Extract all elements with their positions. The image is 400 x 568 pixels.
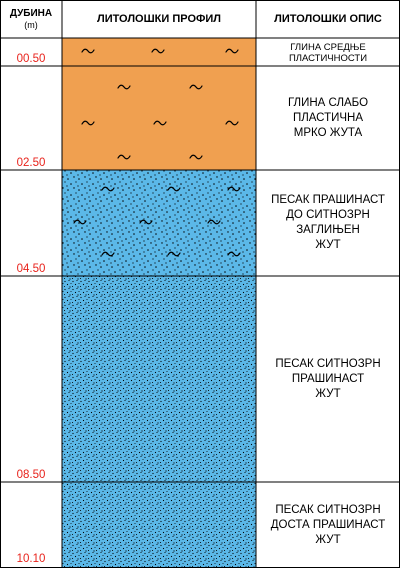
layer-description: ПЕСАК ПРАШИНАСТ ДО СИТНОЗРН ЗАГЛИЊЕН ЖУТ <box>258 170 398 276</box>
layer-2-fill <box>62 66 256 170</box>
description-line: ЖУТ <box>315 387 341 400</box>
depth-label: 00.50 <box>16 53 46 65</box>
tilde-symbol <box>81 120 95 126</box>
tilde-symbol <box>189 154 203 160</box>
layer-description: ПЕСАК СИТНОЗРН ДОСТА ПРАШИНАСТ ЖУТ <box>258 482 398 568</box>
tilde-symbol <box>227 251 241 257</box>
profile-title: ЛИТОЛОШКИ ПРОФИЛ <box>96 13 222 25</box>
tilde-symbol <box>189 84 203 90</box>
tilde-symbol <box>101 186 115 192</box>
tilde-symbol <box>207 219 221 225</box>
tilde-symbol <box>101 251 115 257</box>
layer-description: ПЕСАК СИТНОЗРН ПРАШИНАСТ ЖУТ <box>258 276 398 482</box>
description-line: ГЛИНА СЛАБО <box>287 96 369 109</box>
description-line: ПЕСАК ПРАШИНАСТ <box>271 194 385 206</box>
description-line: ПРАШИНАСТ <box>291 372 365 385</box>
depth-label: 02.50 <box>16 157 46 169</box>
tilde-symbol <box>81 48 95 54</box>
layer-description: ГЛИНА СРЕДЊЕ ПЛАСТИЧНОСТИ <box>258 39 398 66</box>
description-line: ЖУТ <box>315 533 341 546</box>
tilde-symbol <box>151 48 165 54</box>
description-line: ПЕСАК СИТНОЗРН <box>275 503 381 516</box>
depth-title: ДУБИНА <box>9 8 53 19</box>
description-line: МРКО ЖУТА <box>293 126 363 139</box>
description-line: ПЛАСТИЧНА <box>292 111 364 124</box>
description-line: ПЕСАК СИТНОЗРН <box>275 357 381 370</box>
tilde-symbol <box>73 219 87 225</box>
description-line: ДОСТА ПРАШИНАСТ <box>270 518 386 531</box>
depth-column-header: ДУБИНА (m) <box>0 0 62 38</box>
tilde-symbol <box>167 186 181 192</box>
tilde-symbol <box>117 154 131 160</box>
layer-5-dots <box>62 482 256 568</box>
description-line: ЖУТ <box>315 239 341 251</box>
clay-silt-symbols <box>73 48 241 257</box>
description-line: ПЛАСТИЧНОСТИ <box>288 52 368 64</box>
tilde-symbol <box>139 219 153 225</box>
tilde-symbol <box>227 186 241 192</box>
layer-4-dots <box>62 276 256 482</box>
tilde-symbol <box>225 48 239 54</box>
description-line: ГЛИНА СРЕДЊЕ <box>290 41 366 53</box>
tilde-symbol <box>153 120 167 126</box>
layer-3-dots <box>62 170 256 276</box>
profile-column-header: ЛИТОЛОШКИ ПРОФИЛ <box>62 0 256 38</box>
depth-label: 10.10 <box>16 553 46 565</box>
depth-unit: (m) <box>24 20 38 30</box>
tilde-symbol <box>117 84 131 90</box>
layer-description: ГЛИНА СЛАБО ПЛАСТИЧНА МРКО ЖУТА <box>258 66 398 170</box>
description-title: ЛИТОЛОШКИ ОПИС <box>274 13 382 25</box>
tilde-symbol <box>225 120 239 126</box>
depth-label: 08.50 <box>16 469 46 481</box>
tilde-symbol <box>167 251 181 257</box>
depth-label: 04.50 <box>16 263 46 275</box>
description-column-header: ЛИТОЛОШКИ ОПИС <box>256 0 400 38</box>
description-line: ЗАГЛИЊЕН <box>296 224 360 236</box>
description-line: ДО СИТНОЗРН <box>286 209 370 221</box>
